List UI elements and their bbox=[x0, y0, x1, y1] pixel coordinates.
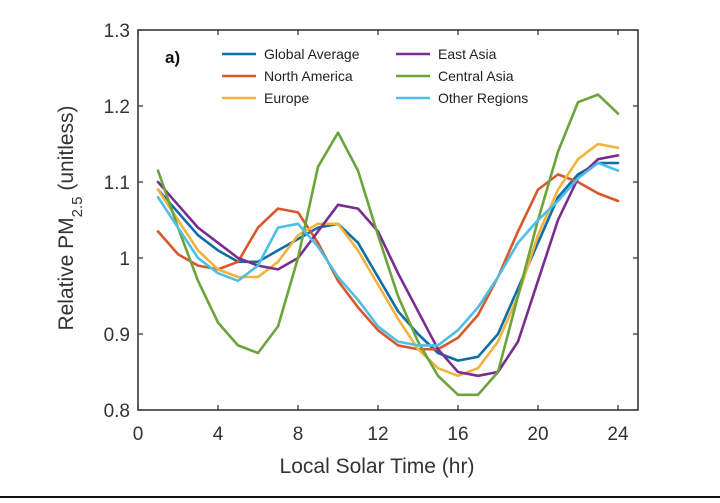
x-tick-label: 24 bbox=[607, 424, 629, 445]
y-tick-label: 1.3 bbox=[104, 21, 130, 42]
y-tick-label: 0.9 bbox=[104, 325, 130, 346]
series-line-east-asia bbox=[156, 154, 620, 378]
legend-label-north-america: North America bbox=[264, 68, 353, 84]
y-axis-label: Relative PM2.5 (unitless) bbox=[55, 105, 86, 330]
bottom-rule bbox=[0, 496, 720, 498]
x-tick-label: 12 bbox=[367, 424, 388, 445]
legend-label-east-asia: East Asia bbox=[438, 46, 497, 62]
series-line-north-america bbox=[156, 173, 620, 351]
legend-label-global-average: Global Average bbox=[264, 46, 360, 62]
series-layer bbox=[156, 93, 620, 397]
x-tick-label: 4 bbox=[213, 424, 224, 445]
series-line-global-average bbox=[156, 161, 620, 362]
legend-label-europe: Europe bbox=[264, 90, 309, 106]
series-line-central-asia bbox=[156, 93, 620, 397]
legend-label-other-regions: Other Regions bbox=[438, 90, 528, 106]
y-tick-label: 1.1 bbox=[104, 173, 130, 194]
ticks-layer: 0 4 8 12 16 20 24 0.8 0.9 1 1.1 1.2 1.3 bbox=[104, 21, 638, 445]
x-tick-label: 16 bbox=[447, 424, 468, 445]
y-tick-label: 0.8 bbox=[104, 401, 130, 422]
x-tick-label: 0 bbox=[133, 424, 144, 445]
y-tick-label: 1.2 bbox=[104, 97, 130, 118]
series-line-other-regions bbox=[156, 161, 620, 347]
y-axis-label-main: Relative PM bbox=[55, 217, 78, 330]
y-axis-label-suffix: (unitless) bbox=[55, 105, 78, 196]
legend: Global Average North America Europe East As… bbox=[222, 46, 528, 106]
series-line-europe bbox=[156, 142, 620, 378]
panel-label: a) bbox=[165, 48, 180, 67]
y-tick-label: 1 bbox=[119, 249, 130, 270]
x-tick-label: 20 bbox=[527, 424, 548, 445]
y-axis-label-subscript: 2.5 bbox=[69, 196, 86, 217]
x-axis-label: Local Solar Time (hr) bbox=[280, 455, 475, 478]
plot-frame bbox=[137, 29, 639, 411]
x-tick-label: 8 bbox=[293, 424, 304, 445]
legend-label-central-asia: Central Asia bbox=[438, 68, 514, 84]
